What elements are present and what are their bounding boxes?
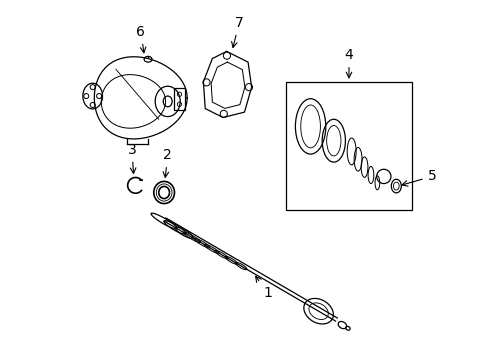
Text: 3: 3 [127, 143, 136, 174]
Text: 5: 5 [401, 170, 435, 186]
Text: 6: 6 [136, 25, 145, 53]
Text: 7: 7 [231, 16, 243, 48]
Text: 4: 4 [344, 48, 353, 78]
Text: 1: 1 [255, 276, 271, 300]
Text: 2: 2 [163, 148, 172, 177]
Bar [285, 82, 411, 210]
